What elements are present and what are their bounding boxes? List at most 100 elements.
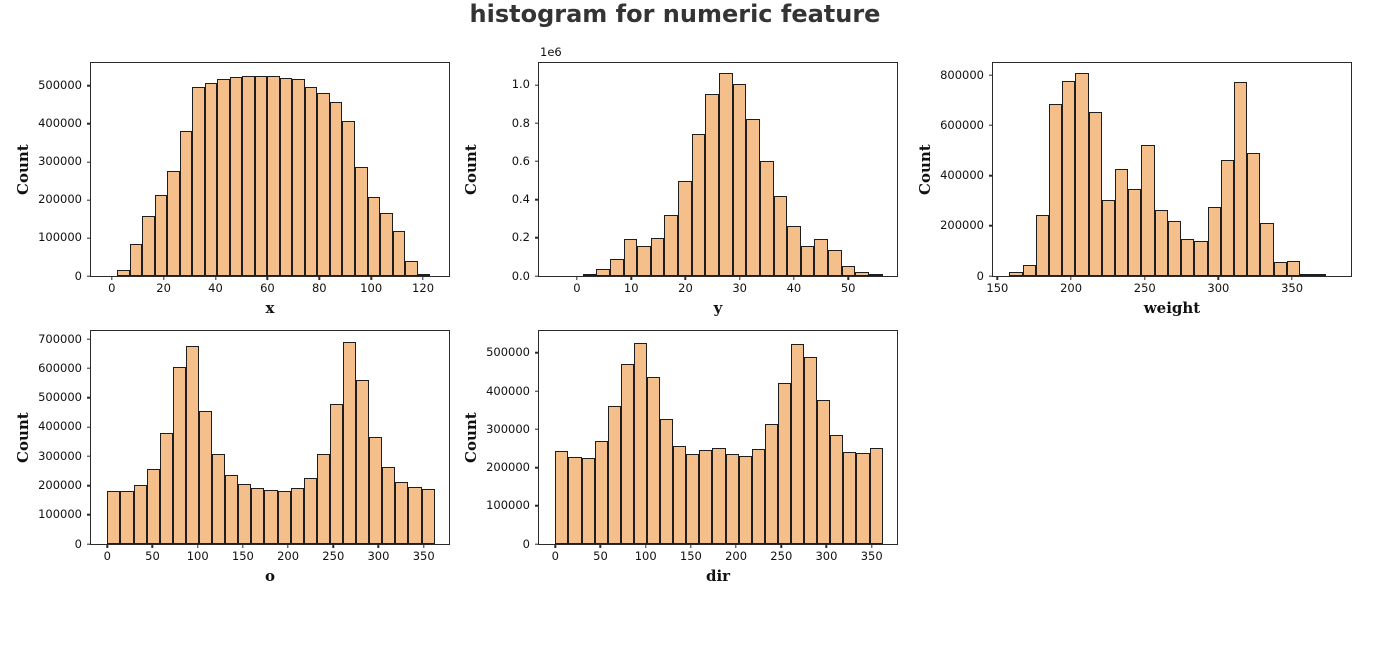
x-tick-label: 10 (623, 281, 639, 295)
x-tick-mark (780, 544, 782, 548)
y-tick-mark (535, 275, 539, 277)
y-tick-label: 1.0 (511, 77, 530, 92)
histogram-bar (133, 484, 147, 544)
x-tick-label: 0 (551, 549, 559, 563)
y-tick-label: 100000 (38, 230, 82, 245)
x-tick-mark (1291, 276, 1293, 280)
y-tick-label: 0.2 (511, 230, 530, 245)
x-tick-mark (738, 276, 741, 280)
histogram-bar (637, 246, 651, 276)
histogram-bar (146, 469, 160, 544)
histogram-bar (732, 84, 747, 276)
x-tick-label: 150 (679, 549, 702, 563)
x-tick-label: 30 (732, 281, 748, 295)
plot-area: 0 100000 200000 300000 400000 500000 0 20 40 60 80… (38, 62, 450, 294)
histogram-bar (277, 491, 291, 544)
histogram-bar (777, 383, 791, 544)
histogram-bar (1181, 239, 1195, 276)
x-tick-mark (847, 276, 849, 280)
histogram-bar (841, 266, 856, 276)
histogram-bar (225, 474, 239, 544)
y-tick-label: 0 (976, 268, 984, 283)
y-tick-label: 0.6 (511, 153, 530, 168)
x-tick-mark (996, 276, 999, 280)
y-tick-label: 600000 (38, 360, 82, 375)
histogram-bar (292, 79, 305, 276)
x-tick-mark (162, 276, 165, 280)
y-tick-mark (87, 367, 91, 370)
y-axis-label: Count (916, 144, 934, 195)
histogram-bar (650, 237, 665, 276)
histogram-bar (705, 93, 719, 276)
y-tick-mark (535, 543, 539, 545)
histogram-bar (356, 379, 370, 544)
histogram-bar (673, 445, 687, 544)
x-tick-label: 150 (986, 281, 1009, 295)
x-tick-label: 250 (1133, 281, 1156, 295)
y-tick-mark (535, 390, 539, 392)
plot-area: 0 100000 200000 300000 400000 500000 600000 700… (38, 330, 450, 562)
histogram-bar (1062, 81, 1076, 276)
x-tick-mark (370, 276, 372, 280)
x-tick-label: 250 (770, 549, 793, 563)
histogram-bar (304, 86, 318, 276)
y-tick-label: 200000 (38, 192, 82, 207)
histogram-bar (242, 76, 255, 276)
histogram-bar (856, 453, 870, 544)
histogram-bar (395, 481, 409, 544)
x-tick-mark (825, 544, 828, 548)
y-tick-mark (87, 484, 91, 487)
histogram-bar (120, 491, 134, 544)
histogram-bar (1088, 112, 1102, 276)
y-tick-label: 100000 (486, 498, 530, 513)
histogram-bar (1075, 73, 1089, 276)
x-tick-label: 60 (260, 281, 275, 295)
histogram-bar (773, 195, 788, 276)
histogram-bar (1115, 168, 1129, 276)
x-axis-label: y (713, 299, 723, 317)
histogram-bar (751, 448, 765, 544)
histogram-bar (800, 246, 815, 276)
y-tick-label: 0 (522, 536, 530, 551)
histogram-bar (1022, 264, 1036, 276)
histogram-bar (633, 342, 647, 544)
x-tick-mark (214, 276, 217, 280)
x-tick-label: 200 (725, 549, 748, 563)
y-tick-mark (989, 275, 993, 277)
x-tick-label: 350 (860, 549, 883, 563)
histogram-bar (568, 457, 582, 544)
histogram-bar (1048, 103, 1063, 276)
histogram-bar (1167, 220, 1182, 276)
y-tick-label: 700000 (38, 331, 82, 346)
y-tick-label: 500000 (486, 345, 530, 360)
subplot-weight: Count 0 200000 400000 600000 800000 150 200 250… (914, 42, 1362, 327)
x-tick-label: 250 (322, 549, 345, 563)
histogram-bar (1300, 274, 1314, 276)
x-tick-label: 0 (573, 281, 581, 295)
histogram-bar (217, 78, 230, 276)
figure-title: histogram for numeric feature (469, 0, 881, 28)
x-axis-label: weight (1143, 299, 1201, 317)
x-tick-mark (266, 276, 269, 280)
y-tick-label: 0.8 (511, 115, 530, 130)
y-tick-label: 0.4 (511, 191, 530, 206)
x-tick-mark (111, 276, 113, 280)
histogram-bar (367, 196, 381, 276)
histogram-bar (1009, 272, 1023, 276)
histogram-bar (264, 489, 278, 544)
x-axis-label: dir (705, 567, 731, 585)
y-tick-mark (535, 352, 539, 354)
histogram-bar (1313, 274, 1327, 276)
histogram-bar (343, 342, 357, 544)
histogram-bar (804, 357, 818, 544)
histogram-bars (993, 63, 1351, 276)
y-tick-mark (87, 397, 91, 399)
histogram-bar (290, 488, 304, 544)
histogram-bar (609, 258, 624, 276)
histogram-bar (738, 456, 752, 544)
plot-area: 0 200000 400000 600000 800000 150 200 250 300 350 (940, 62, 1352, 294)
histogram-bar (759, 161, 774, 276)
histogram-bar (699, 450, 713, 544)
histogram-bar (1128, 188, 1142, 276)
histogram-bar (764, 424, 778, 544)
